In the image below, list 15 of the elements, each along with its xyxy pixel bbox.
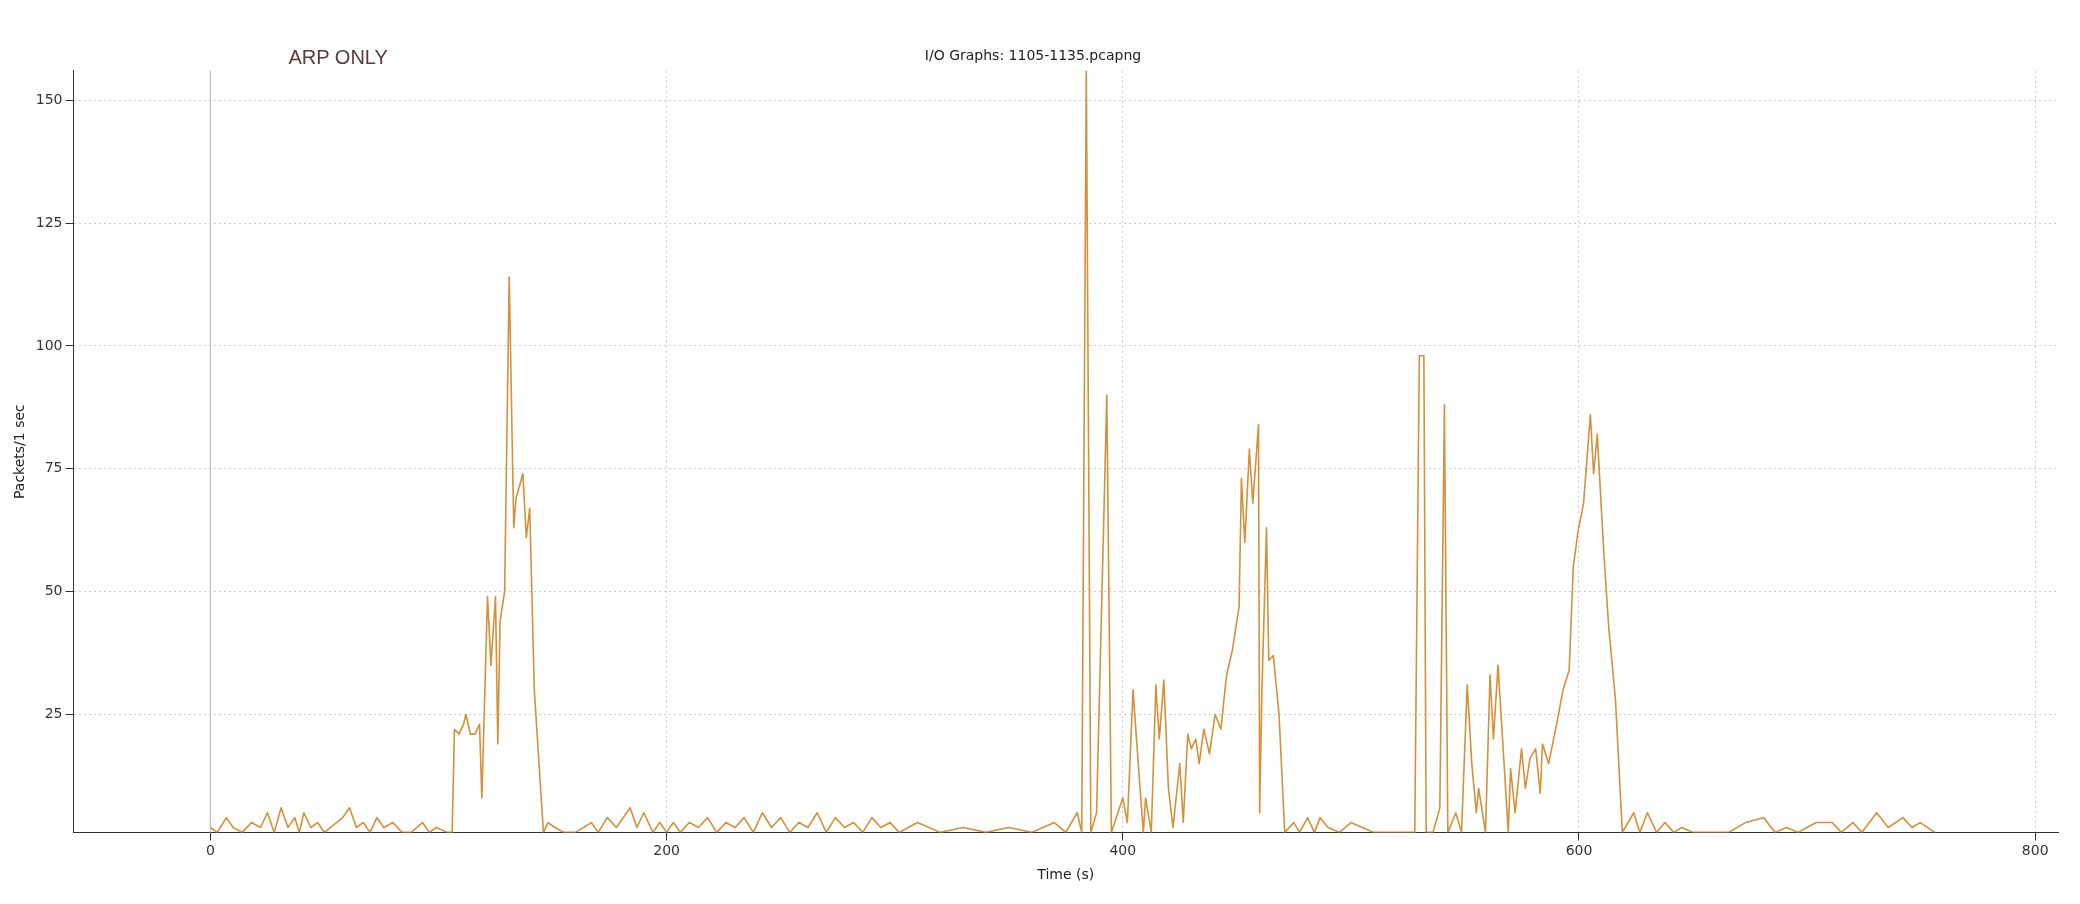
x-tick-label: 400 xyxy=(1109,842,1137,859)
y-tick-label: 50 xyxy=(44,582,63,599)
y-tick-label: 125 xyxy=(35,213,63,230)
chart-title: I/O Graphs: 1105-1135.pcapng xyxy=(924,47,1142,64)
text: ARP ONLY xyxy=(288,46,388,69)
y-tick-label: 100 xyxy=(35,336,63,353)
x-tick-label: 0 xyxy=(205,842,215,859)
y-axis-title: Packets/1 sec xyxy=(11,404,28,499)
x-tick-label: 600 xyxy=(1565,842,1593,859)
y-tick-label: 150 xyxy=(35,90,63,107)
x-tick-label: 800 xyxy=(2021,842,2049,859)
y-tick-label: 75 xyxy=(44,459,63,476)
x-axis-title: Time (s) xyxy=(1036,866,1095,883)
x-tick-label: 200 xyxy=(653,842,680,859)
y-tick-label: 25 xyxy=(44,705,63,722)
